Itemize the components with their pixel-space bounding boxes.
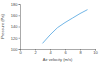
tick: 6 xyxy=(64,49,67,55)
tick: 0 xyxy=(19,49,22,55)
line xyxy=(43,10,88,44)
tick-label: 6 xyxy=(64,50,67,55)
tick: 180 xyxy=(11,2,20,7)
tick: 120 xyxy=(11,36,20,41)
tick: 140 xyxy=(11,24,20,29)
axis-line xyxy=(21,50,96,51)
tick-mark xyxy=(19,4,21,5)
tick-mark xyxy=(19,38,21,39)
tick: 8 xyxy=(79,49,82,55)
tick-mark xyxy=(19,15,21,16)
tick: 10 xyxy=(93,49,98,55)
y-axis: 100 120 140 160 180 xyxy=(11,2,21,52)
tick-label: 120 xyxy=(11,36,18,41)
tick-label: 0 xyxy=(19,50,22,55)
chart: 0 2 4 6 8 10 100 120 140 160 180 Air velocity (m/s)… xyxy=(0,0,100,62)
y-axis-title: Pressure (Pa) xyxy=(0,14,5,39)
tick: 2 xyxy=(34,49,37,55)
plot: 0 2 4 6 8 10 100 120 140 160 180 xyxy=(11,2,99,56)
x-axis-title: Air velocity (m/s) xyxy=(43,57,73,62)
x-axis: 0 2 4 6 8 10 xyxy=(19,49,98,55)
tick-label: 8 xyxy=(79,50,82,55)
tick-mark xyxy=(19,27,21,28)
tick-mark xyxy=(19,49,21,50)
tick-label: 160 xyxy=(11,13,18,18)
axis-line xyxy=(19,5,21,50)
tick: 100 xyxy=(11,47,20,52)
tick-label: 140 xyxy=(11,24,18,29)
tick-label: 180 xyxy=(11,2,18,7)
marks xyxy=(43,10,88,44)
tick-label: 4 xyxy=(49,50,52,55)
tick-label: 2 xyxy=(34,50,37,55)
tick-label: 100 xyxy=(11,47,18,52)
tick-label: 10 xyxy=(93,50,98,55)
tick: 160 xyxy=(11,13,20,18)
tick: 4 xyxy=(49,49,52,55)
